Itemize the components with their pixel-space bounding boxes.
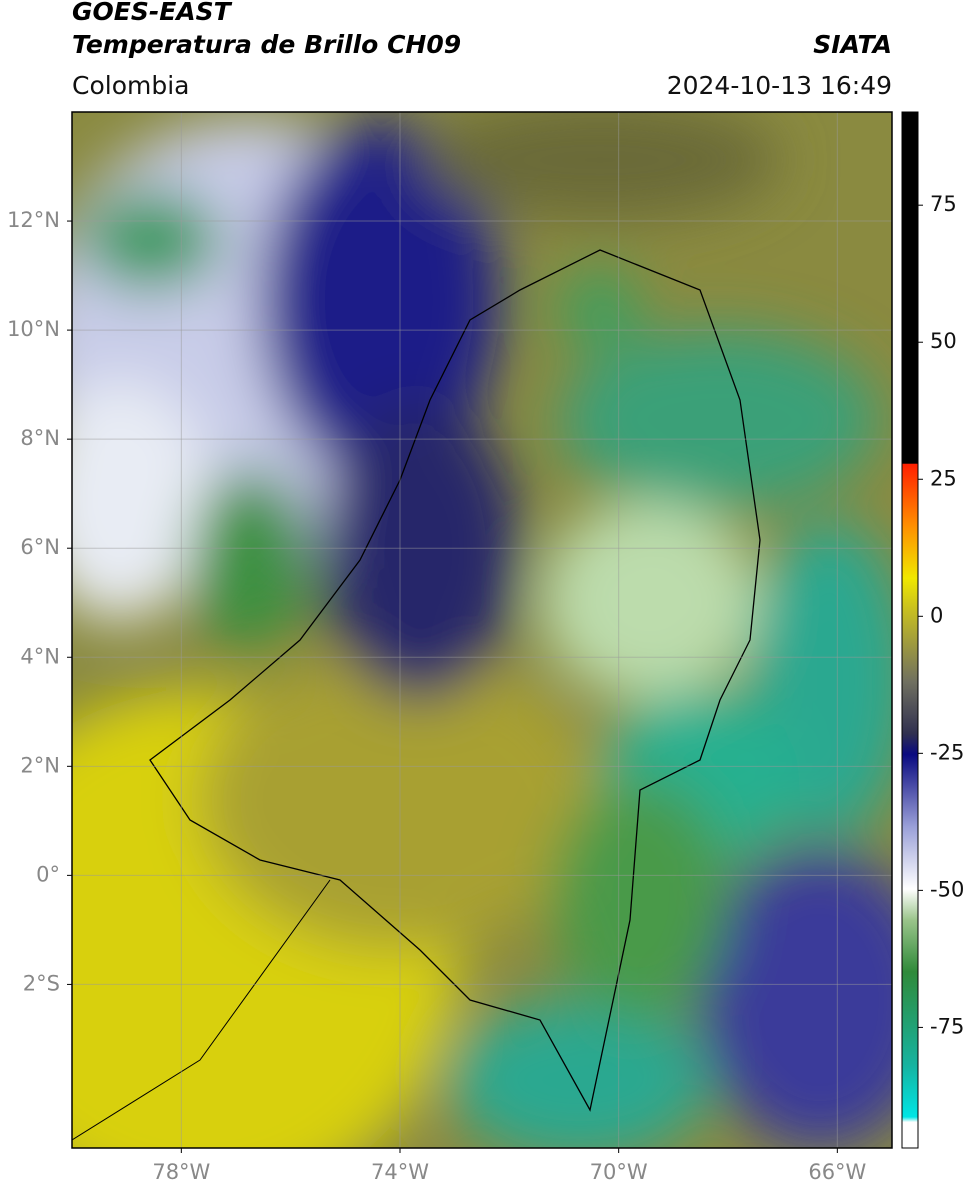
source: SIATA — [813, 30, 892, 59]
lon-tick-label: 70°W — [590, 1160, 648, 1184]
subtitle: Temperatura de Brillo CH09 — [72, 30, 461, 59]
colorbar — [901, 111, 919, 1149]
datetime: 2024-10-13 16:49 — [667, 71, 892, 100]
colorbar-tick-label: 50 — [930, 329, 957, 353]
lat-tick-label: 2°N — [20, 753, 60, 777]
graticule — [72, 112, 892, 1148]
lat-tick-label: 8°N — [20, 426, 60, 450]
lat-tick-label: 4°N — [20, 644, 60, 668]
lat-tick-label: 10°N — [7, 317, 60, 341]
lon-tick-label: 66°W — [808, 1160, 866, 1184]
lat-tick-label: 6°N — [20, 535, 60, 559]
colorbar-tick-label: 0 — [930, 603, 943, 627]
title: GOES-EAST — [72, 0, 233, 26]
lat-tick-label: 12°N — [7, 208, 60, 232]
colorbar-tick-label: -50 — [930, 877, 964, 901]
lat-tick-label: 0° — [36, 862, 60, 886]
colorbar-tick-label: 25 — [930, 466, 957, 490]
colorbar-tick-label: 75 — [930, 192, 957, 216]
colorbar-tick-label: -75 — [930, 1014, 964, 1038]
lon-tick-label: 78°W — [152, 1160, 210, 1184]
colorbar-tick-label: -25 — [930, 740, 964, 764]
lon-tick-label: 74°W — [371, 1160, 429, 1184]
satellite-image — [72, 112, 892, 1148]
map-frame — [71, 111, 893, 1149]
region: Colombia — [72, 71, 189, 100]
lat-tick-label: 2°S — [23, 971, 60, 995]
